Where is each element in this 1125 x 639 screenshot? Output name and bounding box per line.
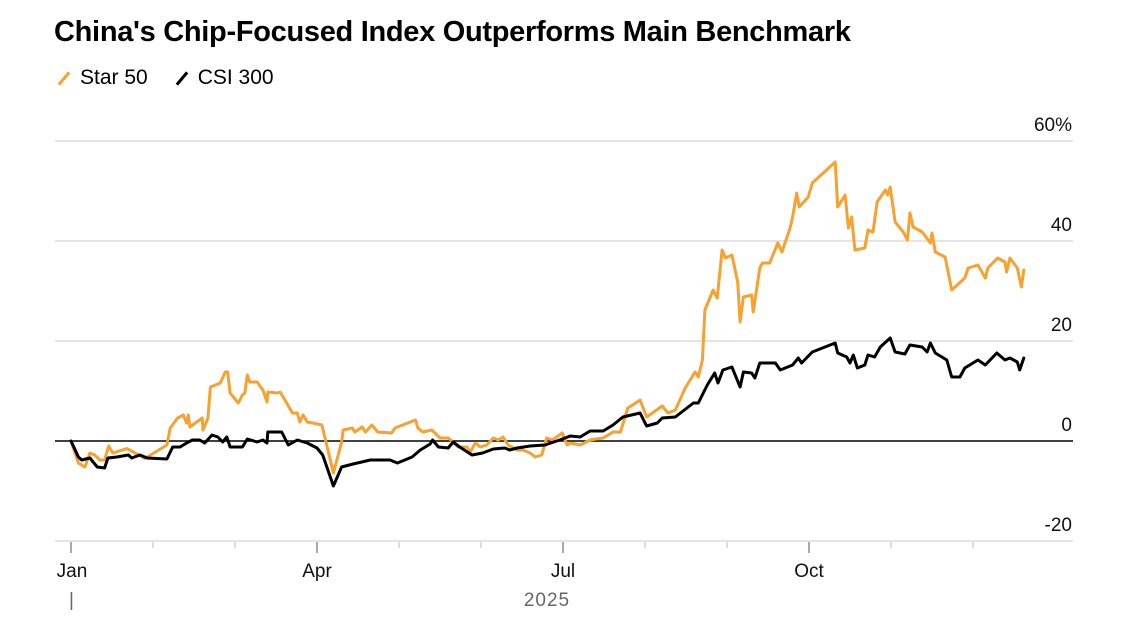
- x-tick-label-jan: Jan: [57, 561, 88, 582]
- series-line-star-50: [69, 160, 1026, 475]
- year-marker: |: [69, 590, 75, 611]
- x-tick-label-apr: Apr: [302, 561, 332, 582]
- legend-item-csi-300: CSI 300: [174, 66, 274, 90]
- x-tick-label-oct: Oct: [794, 561, 824, 582]
- y-tick-label: 40: [1051, 215, 1072, 236]
- y-tick-label: 60%: [1034, 115, 1072, 136]
- legend-item-star-50: Star 50: [56, 66, 148, 90]
- chart-title: China's Chip-Focused Index Outperforms M…: [54, 16, 851, 48]
- y-tick-label: 0: [1061, 415, 1072, 436]
- y-tick-label: 20: [1051, 315, 1072, 336]
- legend-label-csi-300: CSI 300: [197, 66, 274, 89]
- y-tick-label: -20: [1045, 515, 1072, 536]
- legend-label-star-50: Star 50: [80, 66, 148, 89]
- x-axis-year-label: 2025: [524, 590, 570, 611]
- legend: Star 50 CSI 300: [56, 66, 274, 90]
- x-tick-label-jul: Jul: [551, 561, 575, 582]
- series-line-csi-300: [69, 336, 1026, 488]
